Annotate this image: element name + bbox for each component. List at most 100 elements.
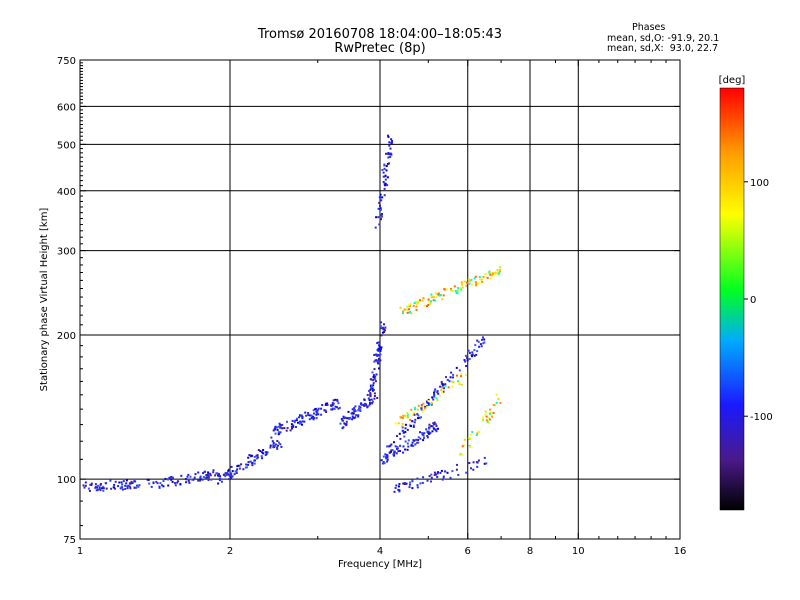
- data-point: [389, 152, 392, 155]
- data-point: [167, 478, 170, 481]
- data-point: [251, 454, 254, 457]
- data-point: [269, 446, 272, 449]
- data-point: [499, 269, 502, 271]
- data-point: [492, 403, 495, 406]
- data-point: [371, 387, 374, 390]
- data-point: [377, 341, 380, 344]
- data-point: [391, 141, 393, 144]
- data-point: [373, 397, 376, 400]
- data-point: [230, 476, 233, 479]
- data-point: [482, 418, 484, 421]
- data-point: [454, 290, 457, 292]
- data-point: [421, 410, 424, 413]
- data-point: [382, 455, 385, 458]
- stats-x-mode: mean, sd,X: 93.0, 22.7: [607, 43, 719, 54]
- data-point: [427, 300, 430, 303]
- data-point: [276, 428, 279, 431]
- data-point: [337, 407, 340, 410]
- data-point: [131, 482, 134, 485]
- data-point: [441, 384, 444, 387]
- x-tick-label: 10: [572, 546, 585, 557]
- data-point: [380, 199, 383, 202]
- data-point: [272, 429, 275, 432]
- data-point: [162, 480, 165, 482]
- data-point: [269, 444, 272, 447]
- data-point: [345, 423, 348, 426]
- data-point: [491, 271, 494, 274]
- data-point: [297, 421, 299, 424]
- data-point: [336, 398, 339, 401]
- data-point: [204, 470, 207, 473]
- data-point: [435, 473, 437, 476]
- data-point: [480, 278, 483, 281]
- data-point: [393, 490, 396, 493]
- data-point: [324, 403, 327, 406]
- data-point: [324, 409, 327, 412]
- data-point: [320, 413, 323, 416]
- data-point: [379, 193, 382, 196]
- data-point: [262, 449, 265, 451]
- data-point: [407, 445, 410, 448]
- data-point: [406, 412, 409, 415]
- data-point: [363, 405, 366, 407]
- data-point: [463, 444, 465, 447]
- data-point: [98, 488, 101, 490]
- data-point: [257, 449, 260, 451]
- data-point: [236, 468, 239, 471]
- data-point: [389, 450, 392, 453]
- data-point: [479, 278, 481, 281]
- data-point: [98, 486, 101, 489]
- data-point: [432, 427, 435, 430]
- data-point: [428, 427, 431, 430]
- data-point: [359, 409, 362, 412]
- data-point: [304, 411, 307, 414]
- data-point: [430, 293, 433, 296]
- data-point: [253, 459, 256, 462]
- data-point: [114, 487, 116, 490]
- data-point: [474, 281, 477, 283]
- data-point: [117, 485, 120, 488]
- data-point: [186, 475, 189, 478]
- data-point: [89, 483, 92, 486]
- data-point: [468, 444, 471, 447]
- data-point: [441, 386, 444, 389]
- data-point: [461, 286, 464, 289]
- data-point: [396, 446, 399, 449]
- data-point: [403, 414, 406, 417]
- data-point: [463, 438, 466, 441]
- data-point: [379, 204, 381, 207]
- data-point: [406, 428, 409, 431]
- data-point: [445, 376, 447, 379]
- data-point: [303, 420, 306, 423]
- data-point: [431, 396, 434, 399]
- data-point: [443, 288, 446, 291]
- data-point: [388, 153, 391, 156]
- y-tick-label: 400: [57, 187, 76, 198]
- data-point: [460, 283, 463, 286]
- data-point: [279, 443, 282, 446]
- data-point: [357, 415, 360, 418]
- data-point: [289, 429, 292, 432]
- data-point: [399, 306, 402, 309]
- data-point: [99, 483, 102, 485]
- data-point: [321, 404, 324, 407]
- data-point: [411, 487, 414, 490]
- data-point: [417, 436, 420, 439]
- data-point: [156, 482, 159, 485]
- data-point: [345, 420, 348, 423]
- data-point: [325, 411, 328, 413]
- data-point: [137, 485, 140, 488]
- data-point: [465, 471, 468, 474]
- data-point: [341, 427, 344, 430]
- data-point: [152, 482, 155, 485]
- data-point: [399, 437, 402, 440]
- data-point: [398, 490, 401, 493]
- data-point: [357, 414, 360, 417]
- data-point: [84, 481, 87, 484]
- data-point: [438, 294, 441, 297]
- data-point: [84, 484, 87, 487]
- data-point: [402, 482, 405, 485]
- data-point: [471, 353, 474, 356]
- data-point: [408, 486, 411, 489]
- data-point: [193, 476, 196, 479]
